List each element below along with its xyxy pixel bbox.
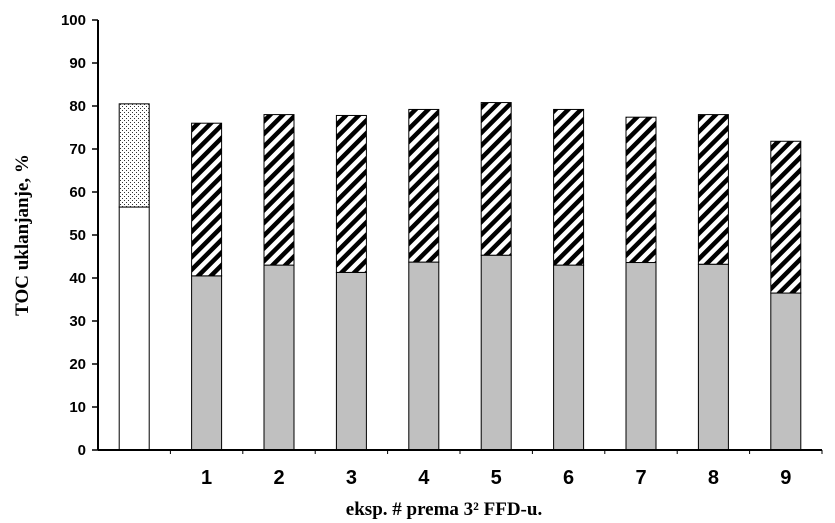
bars-group <box>118 102 802 451</box>
bar-upper-7 <box>625 116 657 264</box>
y-tick-label: 90 <box>69 55 86 72</box>
bar-upper-2 <box>263 114 295 266</box>
bar-lower-8 <box>697 263 729 451</box>
bar-lower-3 <box>335 271 367 451</box>
y-tick-label: 10 <box>69 399 86 416</box>
x-tick-label: 2 <box>273 467 284 489</box>
y-tick-label: 30 <box>69 313 86 330</box>
y-tick-label: 20 <box>69 356 86 373</box>
bar-lower-reference <box>118 206 150 451</box>
bar-upper-3 <box>335 114 367 273</box>
x-tick-label: 9 <box>780 467 791 489</box>
bar-lower-1 <box>191 275 223 451</box>
x-axis-title: eksp. # prema 3² FFD-u. <box>346 499 542 520</box>
y-tick-label: 80 <box>69 98 86 115</box>
x-tick-label: 8 <box>708 467 719 489</box>
bar-upper-9 <box>770 140 802 294</box>
bar-upper-4 <box>408 108 440 263</box>
y-tick-label: 70 <box>69 141 86 158</box>
bar-upper-5 <box>480 102 512 256</box>
bar-lower-2 <box>263 264 295 451</box>
bar-upper-reference <box>118 103 150 208</box>
x-tick-label: 5 <box>491 467 502 489</box>
x-tick-label: 1 <box>201 467 212 489</box>
y-tick-label: 100 <box>61 12 86 29</box>
x-tick-label: 3 <box>346 467 357 489</box>
axes-group <box>92 19 823 454</box>
bar-lower-5 <box>480 254 512 451</box>
bar-upper-6 <box>553 108 585 266</box>
y-tick-label: 40 <box>69 270 86 287</box>
bar-upper-1 <box>191 122 223 277</box>
bar-lower-9 <box>770 292 802 451</box>
y-tick-label: 60 <box>69 184 86 201</box>
bar-lower-4 <box>408 261 440 451</box>
y-tick-label: 0 <box>78 442 86 459</box>
bar-upper-8 <box>697 114 729 265</box>
x-tick-label: 7 <box>635 467 646 489</box>
y-tick-label: 50 <box>69 227 86 244</box>
bar-lower-7 <box>625 262 657 451</box>
x-tick-label: 4 <box>418 467 430 489</box>
y-axis-title: TOC uklanjanje, % <box>12 154 33 316</box>
x-tick-label: 6 <box>563 467 574 489</box>
bar-lower-6 <box>553 264 585 451</box>
